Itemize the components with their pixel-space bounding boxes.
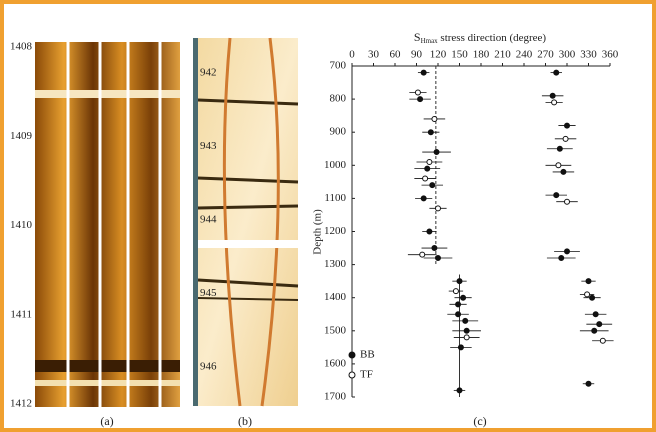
data-point: [584, 291, 591, 298]
x-tick-label: 180: [473, 49, 490, 61]
x-tick-label: 270: [537, 49, 554, 61]
data-point: [426, 228, 433, 235]
x-tick-label: 0: [349, 49, 355, 61]
data-point: [462, 317, 469, 324]
legend-label: BB: [360, 349, 375, 361]
data-point: [599, 337, 606, 344]
data-point: [564, 248, 570, 255]
data-point: [549, 92, 556, 99]
y-tick-label: 1100: [324, 192, 346, 204]
y-tick-label: 1300: [324, 258, 347, 270]
x-tick-label: 330: [580, 49, 597, 61]
legend-marker: [348, 371, 356, 379]
caption-c: (c): [473, 414, 486, 428]
depth-label: 1409: [10, 130, 33, 142]
data-point: [551, 99, 558, 106]
data-point: [420, 195, 427, 202]
x-tick-label: 300: [559, 49, 576, 61]
depth-label: 946: [200, 361, 217, 373]
caption-b: (b): [238, 414, 252, 428]
y-tick-label: 1700: [324, 391, 347, 403]
data-point: [431, 115, 438, 122]
x-tick-label: 240: [516, 49, 533, 61]
data-point: [591, 327, 598, 334]
data-point: [589, 294, 596, 301]
data-point: [435, 205, 441, 212]
data-point: [456, 387, 463, 394]
data-point: [420, 69, 427, 76]
data-point: [564, 122, 570, 129]
legend-marker: [348, 351, 356, 359]
data-point: [463, 327, 470, 334]
panel-b-image: [193, 37, 299, 407]
depth-label: 944: [200, 214, 217, 226]
data-point: [433, 149, 440, 156]
data-point: [424, 165, 431, 172]
data-point: [426, 158, 433, 165]
depth-label: 945: [200, 287, 217, 299]
y-tick-label: 1000: [324, 159, 347, 171]
depth-label: 942: [200, 67, 217, 79]
x-tick-label: 30: [368, 49, 380, 61]
panel-a-image: [35, 42, 180, 407]
data-point: [556, 145, 563, 152]
data-point: [555, 162, 562, 169]
data-point: [463, 334, 470, 341]
data-point: [455, 301, 462, 308]
depth-label: 1410: [10, 219, 33, 231]
data-point: [414, 89, 421, 96]
data-point: [553, 192, 560, 199]
y-tick-label: 1600: [324, 357, 347, 369]
depth-label: 1411: [10, 308, 32, 320]
data-point: [585, 380, 592, 387]
y-axis-label: Depth (m): [312, 209, 324, 255]
x-tick-label: 90: [411, 49, 423, 61]
chart-title: SHmax stress direction (degree): [414, 30, 547, 45]
data-point: [596, 321, 603, 328]
data-point: [564, 198, 570, 205]
data-point: [553, 69, 560, 76]
y-tick-label: 700: [330, 60, 347, 72]
data-point: [562, 135, 569, 142]
data-point: [456, 278, 463, 285]
data-point: [558, 254, 565, 261]
y-tick-label: 800: [330, 93, 347, 105]
y-tick-label: 1400: [324, 291, 347, 303]
data-point: [419, 251, 426, 258]
data-point: [452, 288, 459, 295]
x-tick-label: 60: [390, 49, 402, 61]
data-point: [429, 182, 436, 189]
x-tick-label: 210: [494, 49, 511, 61]
data-point: [455, 311, 462, 318]
y-tick-label: 1200: [324, 225, 347, 237]
data-point: [560, 168, 567, 175]
data-point: [457, 344, 464, 351]
data-point: [460, 294, 467, 301]
y-tick-label: 900: [330, 126, 347, 138]
depth-label: 1408: [10, 41, 33, 53]
data-point: [431, 245, 438, 252]
x-tick-label: 120: [430, 49, 447, 61]
x-tick-label: 150: [451, 49, 468, 61]
data-point: [427, 129, 434, 136]
caption-a: (a): [100, 414, 113, 428]
data-point: [585, 278, 592, 285]
x-tick-label: 360: [602, 49, 619, 61]
depth-label: 1412: [10, 398, 32, 410]
data-point: [422, 175, 429, 182]
legend-label: TF: [360, 369, 373, 381]
data-point: [592, 311, 599, 318]
y-tick-label: 1500: [324, 324, 347, 336]
data-point: [435, 254, 441, 261]
data-point: [417, 96, 424, 103]
depth-label: 943: [200, 140, 217, 152]
